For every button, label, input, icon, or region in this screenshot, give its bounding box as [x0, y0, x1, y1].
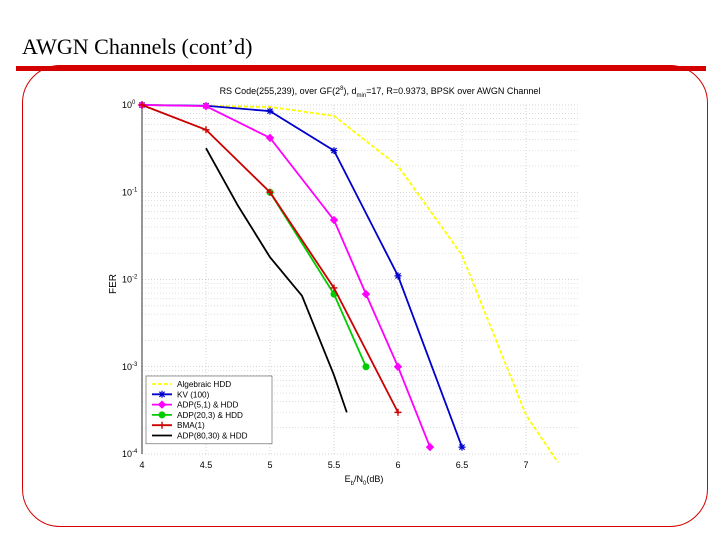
title-underline: [16, 66, 706, 71]
data-point: [157, 400, 167, 409]
slide-frame: [22, 65, 708, 527]
data-point: [265, 133, 275, 143]
y-tick-exponent: -3: [132, 362, 138, 368]
data-point: [394, 272, 402, 280]
y-tick-exponent: -1: [132, 187, 138, 193]
y-tick-base: 10: [122, 362, 132, 372]
data-point: [330, 147, 338, 155]
x-label-part: /N: [354, 474, 363, 484]
data-point: [361, 289, 371, 299]
y-tick-exponent: -2: [132, 275, 138, 281]
chart-title: RS Code(255,239), over GF(28), dmin=17, …: [220, 86, 541, 99]
grid-lines: [141, 104, 580, 455]
legend-label: Algebraic HDD: [177, 380, 231, 389]
chart-title-sub: min: [356, 93, 366, 99]
legend-label: ADP(5,1) & HDD: [177, 401, 239, 410]
legend-box: [145, 375, 273, 445]
x-label-part: (dB): [366, 474, 383, 484]
y-tick-exponent: 0: [132, 100, 136, 106]
y-tick-base: 10: [122, 449, 132, 459]
series-line: [205, 147, 348, 413]
y-tick-label: 10-1: [122, 187, 138, 197]
data-point: [362, 363, 370, 371]
x-tick-labels: 44.555.566.577.5: [139, 460, 528, 470]
data-point: [393, 362, 403, 371]
x-tick-label: 6.5: [456, 460, 469, 470]
data-point: [329, 215, 339, 225]
data-point: [202, 126, 210, 134]
x-axis-label: Eb/N0(dB): [345, 474, 384, 487]
x-label-sub: 0: [363, 481, 367, 487]
series-line: [141, 104, 559, 463]
data-point: [158, 390, 166, 398]
y-tick-label: 10-2: [122, 275, 138, 285]
x-tick-label: 6: [395, 460, 400, 470]
slide-title: AWGN Channels (cont’d): [22, 34, 253, 59]
data-point: [158, 411, 166, 419]
x-tick-label: 4.5: [200, 460, 213, 470]
y-tick-base: 10: [122, 100, 132, 110]
data-point: [201, 101, 211, 111]
chart-title-part: =17, R=0.9373, BPSK over AWGN Channel: [366, 86, 540, 96]
chart-title-part: RS Code(255,239), over GF(2: [220, 86, 341, 96]
y-axis-label: FER: [108, 274, 119, 294]
legend-label: ADP(80,30) & HDD: [177, 432, 248, 441]
series-algebraic-hdd: [141, 104, 559, 463]
chart-title-sup: 8: [340, 86, 344, 92]
fer-chart: RS Code(255,239), over GF(28), dmin=17, …: [108, 86, 580, 487]
y-tick-label: 10-3: [122, 362, 138, 372]
x-tick-label: 5.5: [328, 460, 341, 470]
legend-label: KV (100): [177, 390, 210, 399]
y-tick-base: 10: [122, 187, 132, 197]
y-tick-label: 100: [122, 100, 136, 110]
data-point: [266, 107, 274, 115]
series-adp-80-30-hdd: [205, 147, 348, 413]
y-tick-base: 10: [122, 275, 132, 285]
x-tick-label: 4: [139, 460, 144, 470]
data-point: [394, 408, 402, 416]
series-group: [137, 100, 559, 463]
data-point: [330, 284, 338, 292]
data-point: [425, 442, 435, 452]
x-label-sub: b: [351, 481, 355, 487]
x-tick-label: 7: [523, 460, 528, 470]
chart-title-part: ), d: [343, 86, 356, 96]
data-point: [138, 101, 146, 109]
legend-label: BMA(1): [177, 421, 205, 430]
data-point: [266, 188, 274, 196]
y-tick-label: 10-4: [122, 449, 138, 459]
series-adp-5-1-hdd: [137, 100, 435, 452]
series-bma-1-: [138, 101, 402, 416]
x-tick-label: 5: [267, 460, 272, 470]
x-label-part: E: [345, 474, 351, 484]
data-point: [158, 421, 166, 429]
data-point: [458, 443, 466, 451]
legend-label: ADP(20,3) & HDD: [177, 411, 243, 420]
y-tick-exponent: -4: [132, 449, 138, 455]
